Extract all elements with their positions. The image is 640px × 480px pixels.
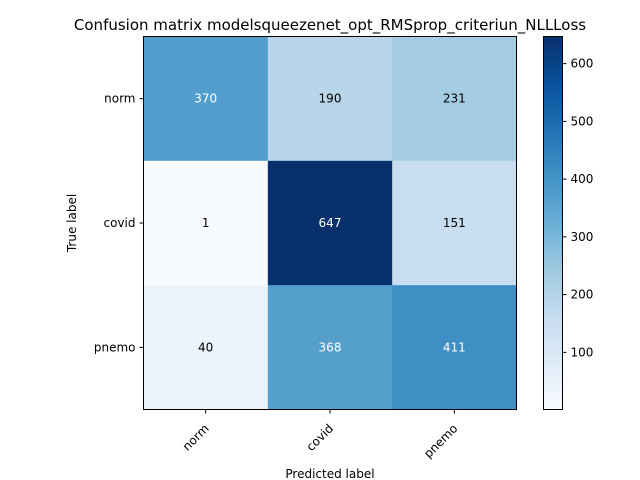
y-axis-label: True label	[65, 194, 79, 253]
cell-value-label: 231	[443, 92, 466, 106]
x-axis-ticks: norm covid pnemo	[180, 409, 460, 461]
heatmap-cell	[267, 36, 393, 162]
colorbar	[543, 36, 563, 410]
colorbar-tick-label: 100	[571, 345, 594, 359]
heatmap-cells	[143, 36, 517, 410]
chart-title: Confusion matrix modelsqueezenet_opt_RMS…	[74, 16, 586, 35]
cell-value-label: 151	[443, 216, 466, 230]
heatmap-cell	[392, 160, 517, 286]
heatmap-cell	[392, 285, 517, 410]
colorbar-tick-label: 300	[571, 230, 594, 244]
x-tick-label: pnemo	[421, 421, 460, 460]
heatmap-cell-labels: 370 190 231 1 647 151 40 368 411	[194, 92, 466, 355]
heatmap-cell	[267, 160, 393, 286]
cell-value-label: 190	[319, 92, 342, 106]
cell-value-label: 411	[443, 340, 466, 354]
y-tick-label: covid	[104, 216, 136, 230]
heatmap-cell	[143, 285, 269, 410]
cell-value-label: 40	[198, 340, 213, 354]
y-tick-label: pnemo	[94, 340, 136, 354]
colorbar-tick-label: 600	[571, 57, 594, 71]
x-tick-label: norm	[180, 421, 212, 453]
colorbar-tick-label: 200	[571, 288, 594, 302]
cell-value-label: 647	[319, 216, 342, 230]
heatmap-cell	[267, 285, 393, 410]
cell-value-label: 1	[202, 216, 210, 230]
cell-value-label: 368	[319, 340, 342, 354]
cell-value-label: 370	[194, 92, 217, 106]
x-axis-label: Predicted label	[285, 467, 374, 480]
colorbar-tick-label: 400	[571, 172, 594, 186]
colorbar-tick-label: 500	[571, 114, 594, 128]
y-tick-label: norm	[104, 92, 135, 106]
y-axis-ticks: norm covid pnemo	[94, 92, 144, 354]
colorbar-ticks: 100 200 300 400 500 600	[562, 57, 594, 359]
x-tick-label: covid	[304, 421, 337, 454]
heatmap-cell	[143, 160, 269, 286]
heatmap-cell	[143, 36, 269, 162]
heatmap-cell	[392, 36, 517, 162]
